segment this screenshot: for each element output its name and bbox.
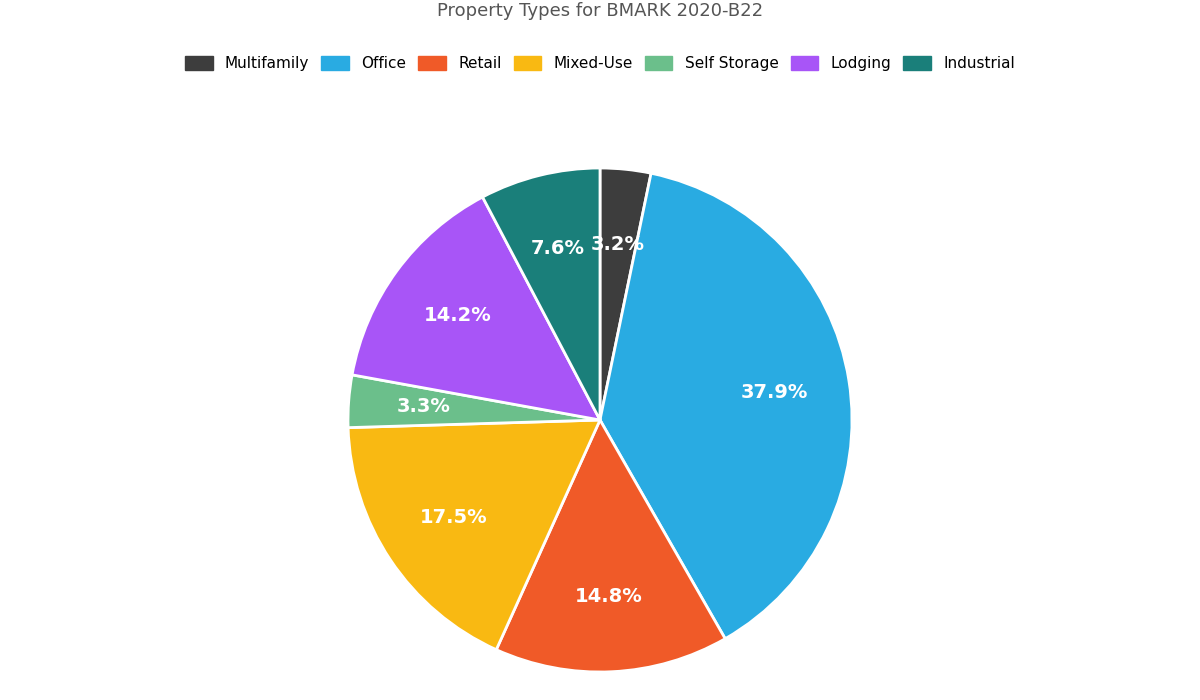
Wedge shape: [348, 374, 600, 428]
Wedge shape: [482, 168, 600, 420]
Text: 37.9%: 37.9%: [740, 383, 808, 402]
Text: 3.3%: 3.3%: [397, 398, 451, 416]
Wedge shape: [497, 420, 725, 672]
Wedge shape: [352, 197, 600, 420]
Legend: Multifamily, Office, Retail, Mixed-Use, Self Storage, Lodging, Industrial: Multifamily, Office, Retail, Mixed-Use, …: [185, 56, 1015, 71]
Title: Property Types for BMARK 2020-B22: Property Types for BMARK 2020-B22: [437, 2, 763, 20]
Wedge shape: [600, 168, 652, 420]
Text: 14.2%: 14.2%: [424, 306, 492, 325]
Text: 17.5%: 17.5%: [420, 508, 487, 527]
Text: 7.6%: 7.6%: [530, 239, 584, 258]
Wedge shape: [600, 173, 852, 638]
Text: 14.8%: 14.8%: [575, 587, 642, 606]
Text: 3.2%: 3.2%: [590, 235, 644, 254]
Wedge shape: [348, 420, 600, 650]
